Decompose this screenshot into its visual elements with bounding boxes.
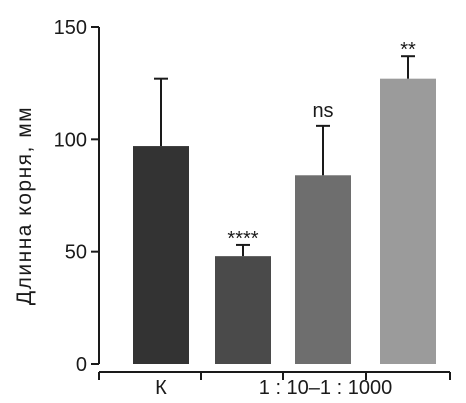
y-tick-label: 100 — [54, 129, 87, 151]
significance-label: ns — [312, 100, 333, 122]
significance-label: ** — [400, 39, 416, 61]
y-axis-title: Длинна корня, мм — [13, 106, 36, 305]
y-tick-label: 150 — [54, 17, 87, 39]
bar — [380, 78, 436, 364]
x-axis: К 1 : 10–1 : 1000 — [98, 371, 451, 399]
x-tick-label: К — [155, 377, 167, 399]
y-tick-label: 0 — [76, 354, 87, 376]
significance-label: **** — [227, 228, 258, 250]
y-axis: 0 50 100 150 — [54, 17, 100, 376]
y-tick-label: 50 — [65, 242, 87, 264]
bar — [295, 175, 351, 364]
x-tick-label: 1 : 10–1 : 1000 — [259, 377, 392, 399]
bars: **** ns ** — [133, 39, 436, 364]
bar — [215, 256, 271, 364]
bar — [133, 146, 189, 364]
